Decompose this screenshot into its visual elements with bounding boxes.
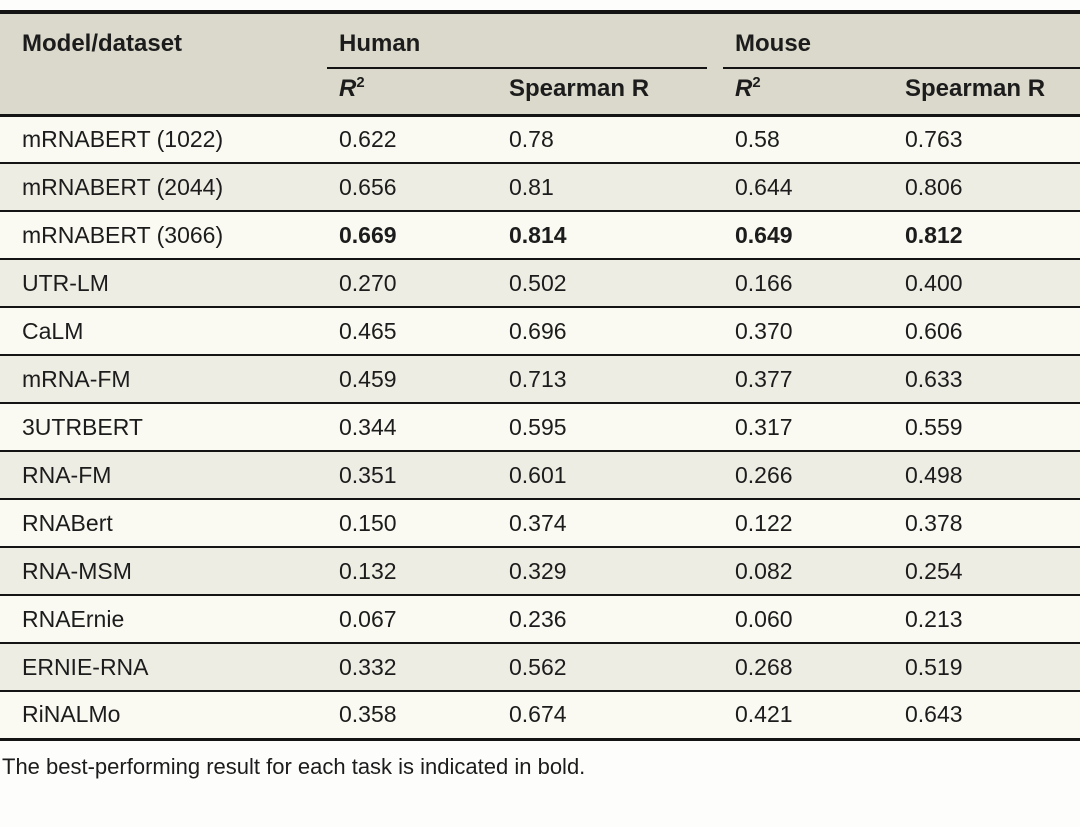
metric-value-cell: 0.633	[905, 365, 963, 392]
metric-value-cell: 0.465	[339, 317, 397, 344]
r2-label: R	[339, 75, 357, 103]
metric-value-cell: 0.400	[905, 269, 963, 296]
column-header-mouse-spearman: Spearman R	[893, 69, 1080, 115]
model-name-cell: RNABert	[22, 509, 113, 536]
table-body: mRNABERT (1022) 0.622 0.78 0.58 0.763 mRNABER…	[0, 115, 1080, 739]
metric-value-cell: 0.649	[735, 221, 793, 248]
metric-value-cell: 0.78	[509, 125, 554, 152]
metric-value-cell: 0.317	[735, 413, 793, 440]
metric-value-cell: 0.067	[339, 605, 397, 632]
metric-value-cell: 0.601	[509, 461, 567, 488]
metric-value-cell: 0.713	[509, 365, 567, 392]
metric-value-cell: 0.421	[735, 701, 793, 728]
table-row: ERNIE-RNA 0.332 0.562 0.268 0.519	[0, 643, 1080, 691]
metric-value-cell: 0.358	[339, 701, 397, 728]
model-name-cell: mRNABERT (2044)	[22, 173, 224, 200]
table-row: UTR-LM 0.270 0.502 0.166 0.400	[0, 259, 1080, 307]
metric-value-cell: 0.351	[339, 461, 397, 488]
model-name-cell: RNAErnie	[22, 605, 125, 632]
metric-value-cell: 0.559	[905, 413, 963, 440]
metric-value-cell: 0.656	[339, 173, 397, 200]
column-header-model-dataset: Model/dataset	[0, 12, 327, 115]
table-row: mRNABERT (1022) 0.622 0.78 0.58 0.763	[0, 115, 1080, 163]
model-name-cell: RiNALMo	[22, 701, 121, 728]
model-name-cell: ERNIE-RNA	[22, 653, 149, 680]
metric-value-cell: 0.669	[339, 221, 397, 248]
metric-value-cell: 0.58	[735, 125, 780, 152]
table-row: RiNALMo 0.358 0.674 0.421 0.643	[0, 691, 1080, 739]
model-name-cell: mRNA-FM	[22, 365, 131, 392]
metric-value-cell: 0.344	[339, 413, 397, 440]
metric-value-cell: 0.81	[509, 173, 554, 200]
metric-value-cell: 0.606	[905, 317, 963, 344]
table-row: RNAErnie 0.067 0.236 0.060 0.213	[0, 595, 1080, 643]
model-name-cell: RNA-FM	[22, 461, 112, 488]
column-group-mouse: Mouse	[723, 12, 1080, 69]
metric-value-cell: 0.814	[509, 221, 567, 248]
model-name-cell: mRNABERT (1022)	[22, 125, 224, 152]
metric-value-cell: 0.377	[735, 365, 793, 392]
metric-value-cell: 0.060	[735, 605, 793, 632]
metric-value-cell: 0.622	[339, 125, 397, 152]
table-row: mRNABERT (2044) 0.656 0.81 0.644 0.806	[0, 163, 1080, 211]
table-row: 3UTRBERT 0.344 0.595 0.317 0.559	[0, 403, 1080, 451]
metric-value-cell: 0.213	[905, 605, 963, 632]
table-header: Model/dataset Human Mouse R2 Spearman R …	[0, 12, 1080, 115]
r2-superscript: 2	[752, 75, 761, 92]
metric-value-cell: 0.082	[735, 557, 793, 584]
table-row: RNABert 0.150 0.374 0.122 0.378	[0, 499, 1080, 547]
metric-value-cell: 0.674	[509, 701, 567, 728]
table-footnote: The best-performing result for each task…	[2, 753, 586, 779]
column-header-human-r2: R2	[327, 69, 497, 115]
metric-value-cell: 0.763	[905, 125, 963, 152]
header-group-row: Model/dataset Human Mouse	[0, 12, 1080, 115]
metric-value-cell: 0.329	[509, 557, 567, 584]
metric-value-cell: 0.254	[905, 557, 963, 584]
metric-value-cell: 0.562	[509, 653, 567, 680]
metric-value-cell: 0.502	[509, 269, 567, 296]
table-row: mRNABERT (3066) 0.669 0.814 0.649 0.812	[0, 211, 1080, 259]
column-group-human: Human	[327, 12, 723, 69]
header-sub-row: R2 Spearman R R2 Spearman R	[0, 69, 1080, 115]
r2-superscript: 2	[356, 75, 365, 92]
metric-value-cell: 0.370	[735, 317, 793, 344]
table-row: mRNA-FM 0.459 0.713 0.377 0.633	[0, 355, 1080, 403]
metric-value-cell: 0.374	[509, 509, 567, 536]
model-name-cell: UTR-LM	[22, 269, 109, 296]
metric-value-cell: 0.166	[735, 269, 793, 296]
model-name-cell: 3UTRBERT	[22, 413, 143, 440]
metric-value-cell: 0.132	[339, 557, 397, 584]
metric-value-cell: 0.236	[509, 605, 567, 632]
metric-value-cell: 0.519	[905, 653, 963, 680]
metric-value-cell: 0.122	[735, 509, 793, 536]
table-row: RNA-MSM 0.132 0.329 0.082 0.254	[0, 547, 1080, 595]
metric-value-cell: 0.332	[339, 653, 397, 680]
metric-value-cell: 0.643	[905, 701, 963, 728]
metric-value-cell: 0.812	[905, 221, 963, 248]
model-name-cell: RNA-MSM	[22, 557, 132, 584]
column-header-human-spearman: Spearman R	[497, 69, 723, 115]
metric-value-cell: 0.270	[339, 269, 397, 296]
table-row: CaLM 0.465 0.696 0.370 0.606	[0, 307, 1080, 355]
r2-label: R	[735, 75, 753, 103]
metric-value-cell: 0.268	[735, 653, 793, 680]
metric-value-cell: 0.266	[735, 461, 793, 488]
metric-value-cell: 0.595	[509, 413, 567, 440]
metric-value-cell: 0.498	[905, 461, 963, 488]
model-name-cell: CaLM	[22, 317, 84, 344]
group-label-human: Human	[339, 30, 421, 57]
metric-value-cell: 0.150	[339, 509, 397, 536]
model-benchmark-table: Model/dataset Human Mouse R2 Spearman R …	[0, 10, 1080, 741]
column-header-mouse-r2: R2	[723, 69, 893, 115]
table-row: RNA-FM 0.351 0.601 0.266 0.498	[0, 451, 1080, 499]
metric-value-cell: 0.459	[339, 365, 397, 392]
model-name-cell: mRNABERT (3066)	[22, 221, 224, 248]
metric-value-cell: 0.378	[905, 509, 963, 536]
metric-value-cell: 0.644	[735, 173, 793, 200]
metric-value-cell: 0.696	[509, 317, 567, 344]
group-label-mouse: Mouse	[735, 30, 812, 57]
metric-value-cell: 0.806	[905, 173, 963, 200]
